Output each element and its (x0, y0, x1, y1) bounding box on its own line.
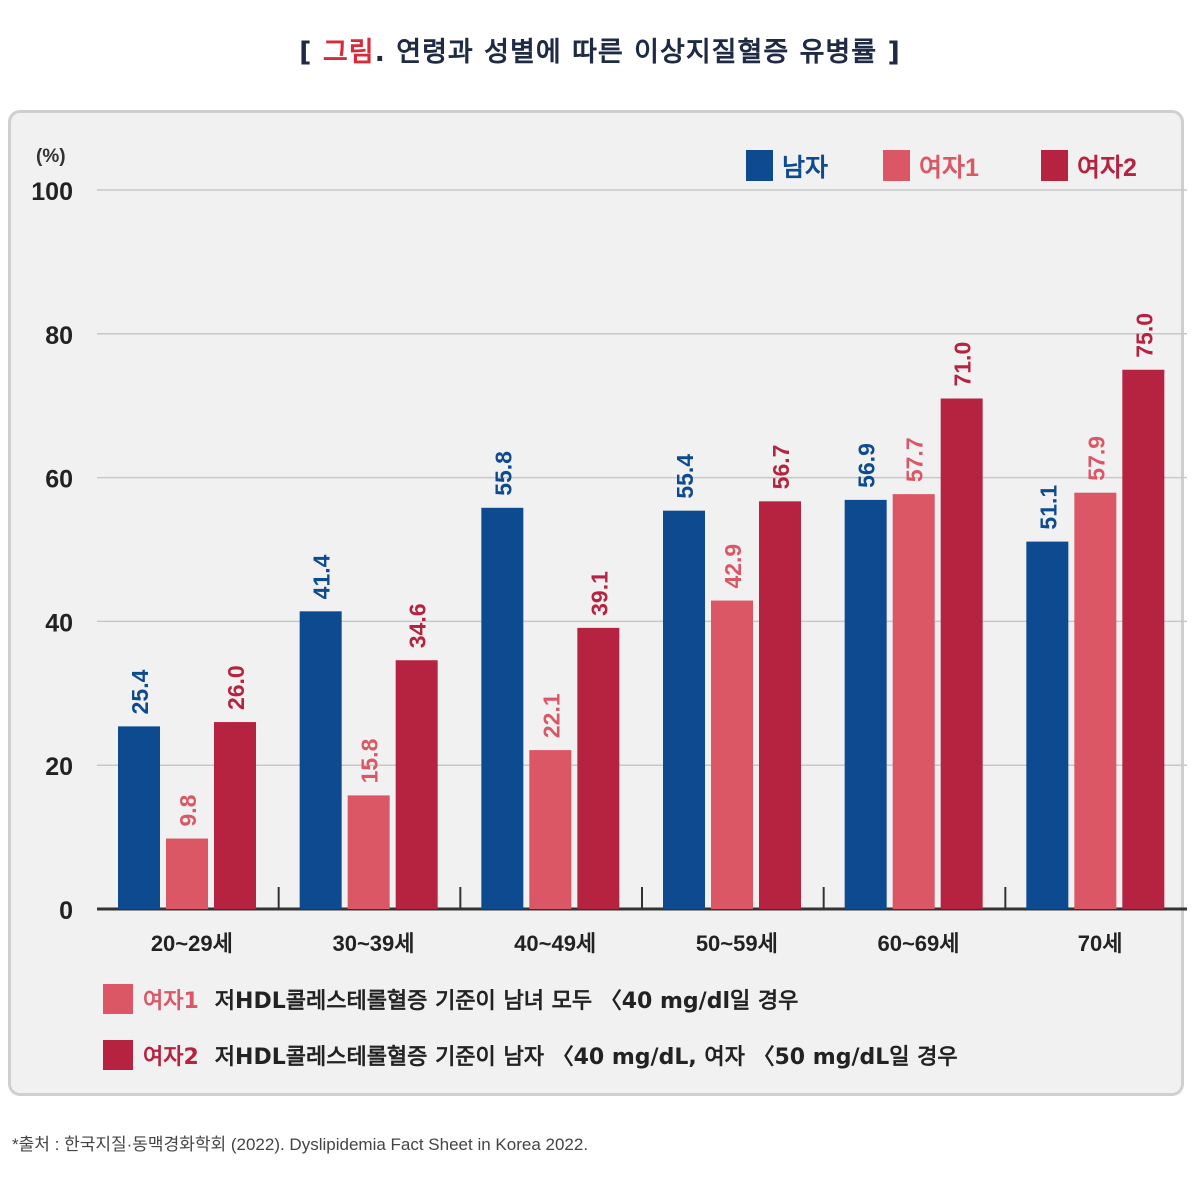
y-tick-label: 60 (45, 466, 73, 494)
x-category-label: 20~29세 (151, 931, 233, 956)
data-label-여자1-70세: 57.9 (1083, 436, 1109, 481)
bar-여자2-50~59세 (759, 501, 801, 909)
data-label-남자-60~69세: 56.9 (854, 443, 880, 488)
title-rest: . 연령과 성별에 따른 이상지질혈증 유병률 ] (374, 37, 901, 68)
bar-남자-50~59세 (663, 510, 705, 909)
legend-label-여자2: 여자2 (1077, 154, 1137, 182)
y-tick-label: 20 (45, 753, 73, 781)
bar-여자2-30~39세 (395, 660, 438, 909)
bar-chart: (%) 0 20 40 60 80 100 25.4 9.8 26.0 20~29세 41.4 15.8… (31, 146, 1187, 956)
data-label-남자-40~49세: 55.8 (490, 451, 516, 496)
note-women2-key: 여자2 (143, 1045, 199, 1070)
note-women1: 여자1 저HDL콜레스테롤혈증 기준이 남녀 모두 〈40 mg/dl일 경우 (103, 983, 798, 1015)
chart-title: [ 그림. 연령과 성별에 따른 이상지질혈증 유병률 ] (0, 30, 1200, 69)
bar-남자-20~29세 (118, 726, 160, 909)
data-label-여자2-60~69세: 71.0 (950, 342, 976, 387)
bar-여자2-70세 (1122, 369, 1165, 909)
x-category-label: 40~49세 (514, 931, 596, 956)
title-accent: 그림 (322, 37, 375, 68)
x-category-label: 60~69세 (877, 931, 959, 956)
legend-label-남자: 남자 (782, 154, 828, 182)
data-label-여자2-40~49세: 39.1 (586, 571, 612, 616)
data-label-여자1-30~39세: 15.8 (357, 738, 383, 783)
bar-남자-60~69세 (844, 499, 887, 909)
note-women1-key: 여자1 (143, 989, 199, 1014)
x-category-label: 70세 (1078, 931, 1123, 956)
legend-swatch-남자 (746, 150, 773, 181)
bar-여자1-60~69세 (892, 494, 935, 909)
data-label-남자-20~29세: 25.4 (127, 669, 153, 714)
bar-여자1-30~39세 (347, 795, 390, 909)
data-label-여자1-60~69세: 57.7 (902, 437, 928, 482)
data-label-남자-50~59세: 55.4 (672, 454, 698, 499)
bar-여자1-70세 (1074, 492, 1117, 909)
bar-남자-70세 (1026, 541, 1069, 909)
data-label-여자2-70세: 75.0 (1131, 313, 1157, 358)
data-label-여자2-50~59세: 56.7 (768, 445, 794, 490)
bar-여자1-50~59세 (711, 600, 753, 909)
legend-label-여자1: 여자1 (919, 154, 979, 182)
note-women2-swatch (103, 1040, 133, 1070)
y-unit-label: (%) (36, 146, 66, 167)
data-label-여자1-20~29세: 9.8 (175, 794, 201, 826)
data-label-여자1-50~59세: 42.9 (720, 544, 746, 589)
data-label-남자-30~39세: 41.4 (309, 554, 335, 599)
x-category-label: 50~59세 (696, 931, 778, 956)
bar-여자2-20~29세 (214, 722, 256, 909)
y-tick-label: 0 (59, 897, 73, 925)
chart-panel: (%) 0 20 40 60 80 100 25.4 9.8 26.0 20~29세 41.4 15.8… (8, 110, 1187, 1096)
bar-여자1-20~29세 (166, 838, 208, 909)
y-tick-label: 100 (31, 178, 73, 206)
data-label-여자2-20~29세: 26.0 (223, 665, 249, 710)
bar-여자1-40~49세 (529, 750, 572, 909)
bar-여자2-40~49세 (577, 627, 620, 909)
note-women2: 여자2 저HDL콜레스테롤혈증 기준이 남자 〈40 mg/dL, 여자 〈50… (103, 1039, 958, 1071)
source-note: *출처 : 한국지질·동맥경화학회 (2022). Dyslipidemia F… (12, 1135, 589, 1154)
note-women1-swatch (103, 984, 133, 1014)
title-open: [ (299, 37, 323, 68)
data-label-여자1-40~49세: 22.1 (538, 693, 564, 738)
note-women2-text: 저HDL콜레스테롤혈증 기준이 남자 〈40 mg/dL, 여자 〈50 mg/… (214, 1045, 958, 1070)
x-category-label: 30~39세 (332, 931, 414, 956)
bar-남자-40~49세 (481, 507, 524, 909)
legend-swatch-여자1 (883, 150, 910, 181)
bar-여자2-60~69세 (940, 398, 983, 909)
y-tick-label: 80 (45, 322, 73, 350)
y-tick-label: 40 (45, 609, 73, 637)
legend-swatch-여자2 (1041, 150, 1068, 181)
data-label-남자-70세: 51.1 (1035, 485, 1061, 530)
data-label-여자2-30~39세: 34.6 (405, 603, 431, 648)
bar-남자-30~39세 (299, 611, 342, 909)
note-women1-text: 저HDL콜레스테롤혈증 기준이 남녀 모두 〈40 mg/dl일 경우 (214, 989, 799, 1014)
